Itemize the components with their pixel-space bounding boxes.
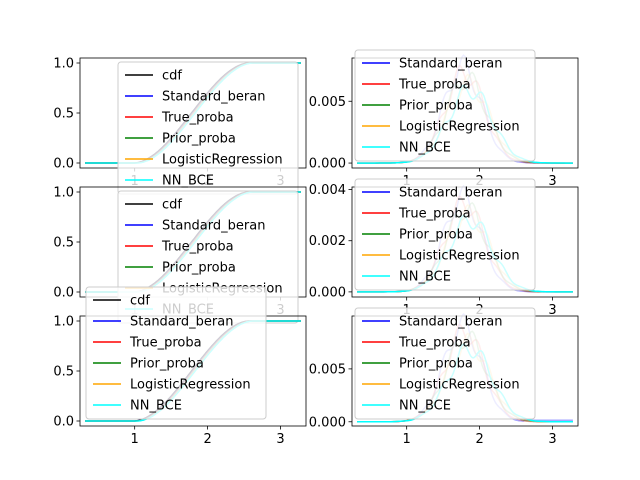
legend-box bbox=[85, 286, 267, 420]
y-tick-label: 0.0 bbox=[53, 286, 74, 301]
legend-label-cdf: cdf bbox=[162, 69, 182, 84]
legend-box bbox=[354, 307, 536, 420]
legend-label-cdf: cdf bbox=[130, 294, 150, 309]
legend-box bbox=[354, 49, 536, 162]
legend: cdf Standard_beran True_proba Prior_proba Lo… bbox=[85, 286, 267, 420]
legend-label-true-proba: True_proba bbox=[161, 240, 234, 255]
y-tick-label: 0.005 bbox=[309, 362, 346, 377]
legend-label-true-proba: True_proba bbox=[161, 111, 234, 126]
legend-label-prior-proba: Prior_proba bbox=[399, 228, 473, 243]
panel-top-left: 1230.00.51.0cdfStandard_beranTrue_probaP… bbox=[53, 57, 307, 195]
y-tick-label: 0.5 bbox=[53, 236, 74, 251]
x-tick-label: 1 bbox=[131, 432, 139, 447]
y-tick-label: 1.0 bbox=[53, 57, 74, 72]
legend-label-true-proba: True_proba bbox=[398, 207, 471, 222]
legend-label-standard-beran: Standard_beran bbox=[399, 186, 502, 201]
y-tick-label: 0.002 bbox=[309, 234, 346, 249]
panel-middle-right: 1230.0000.0020.004Standard_beranTrue_pro… bbox=[309, 178, 579, 318]
legend-label-nn-bce: NN_BCE bbox=[130, 399, 182, 414]
legend: Standard_beran True_proba Prior_proba Logis… bbox=[354, 178, 536, 291]
y-tick-label: 1.0 bbox=[53, 186, 74, 201]
x-tick-label: 3 bbox=[276, 432, 284, 447]
legend-label-logisticregression: LogisticRegression bbox=[399, 120, 520, 135]
panel-bottom-right: 1 2 3 0.000 0.005 Standard_beran True_proba Pri… bbox=[309, 307, 579, 447]
y-tick-label: 0.000 bbox=[309, 415, 346, 430]
legend-label-nn-bce: NN_BCE bbox=[399, 399, 451, 414]
legend-label-standard-beran: Standard_beran bbox=[162, 90, 265, 105]
y-tick-label: 0.000 bbox=[309, 285, 346, 300]
legend: Standard_beran True_proba Prior_proba Logis… bbox=[354, 49, 536, 162]
legend-label-prior-proba: Prior_proba bbox=[162, 132, 236, 147]
legend-label-true-proba: True_proba bbox=[398, 78, 471, 93]
y-tick-label: 0.0 bbox=[53, 415, 74, 430]
y-tick-label: 0.5 bbox=[53, 107, 74, 122]
legend-label-prior-proba: Prior_proba bbox=[399, 99, 473, 114]
legend: cdf Standard_beran True_proba Prior_proba Lo… bbox=[117, 61, 299, 195]
legend-label-standard-beran: Standard_beran bbox=[162, 219, 265, 234]
legend-label-logisticregression: LogisticRegression bbox=[130, 378, 251, 393]
y-tick-label: 0.000 bbox=[309, 157, 346, 172]
x-tick-label: 2 bbox=[203, 432, 211, 447]
legend-label-standard-beran: Standard_beran bbox=[130, 315, 233, 330]
legend-label-standard-beran: Standard_beran bbox=[399, 315, 502, 330]
x-tick-label: 1 bbox=[403, 432, 411, 447]
legend-label-prior-proba: Prior_proba bbox=[399, 357, 473, 372]
y-tick-label: 0.0 bbox=[53, 157, 74, 172]
legend-label-logisticregression: LogisticRegression bbox=[399, 378, 520, 393]
legend-label-nn-bce: NN_BCE bbox=[399, 141, 451, 156]
legend-label-standard-beran: Standard_beran bbox=[399, 57, 502, 72]
legend-label-nn-bce: NN_BCE bbox=[399, 270, 451, 285]
y-tick-label: 1.0 bbox=[53, 315, 74, 330]
legend-box bbox=[354, 178, 536, 291]
y-tick-label: 0.004 bbox=[309, 183, 346, 198]
x-tick-label: 3 bbox=[548, 303, 556, 318]
legend-label-prior-proba: Prior_proba bbox=[162, 261, 236, 276]
legend-label-true-proba: True_proba bbox=[398, 336, 471, 351]
panel-bottom-left: 1 2 3 0.0 0.5 1.0 cdf Standard_beran True_proba P… bbox=[53, 286, 307, 447]
panel-top-right: 1230.0000.005Standard_beranTrue_probaPri… bbox=[309, 49, 579, 189]
legend-label-prior-proba: Prior_proba bbox=[130, 357, 204, 372]
legend-label-logisticregression: LogisticRegression bbox=[162, 153, 283, 168]
y-tick-label: 0.005 bbox=[309, 95, 346, 110]
x-tick-label: 3 bbox=[548, 432, 556, 447]
y-tick-label: 0.5 bbox=[53, 365, 74, 380]
x-tick-label: 3 bbox=[548, 174, 556, 189]
legend-label-nn-bce: NN_BCE bbox=[162, 174, 214, 189]
legend: Standard_beran True_proba Prior_proba Logis… bbox=[354, 307, 536, 420]
legend-label-logisticregression: LogisticRegression bbox=[399, 249, 520, 264]
x-tick-label: 2 bbox=[475, 432, 483, 447]
legend-label-cdf: cdf bbox=[162, 198, 182, 213]
legend-label-true-proba: True_proba bbox=[129, 336, 202, 351]
